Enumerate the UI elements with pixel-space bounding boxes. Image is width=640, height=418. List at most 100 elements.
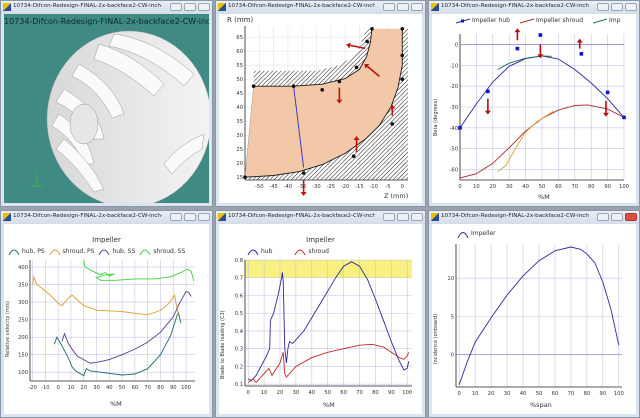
y-tick-label: 20	[236, 161, 243, 167]
y-tick-label: 300	[18, 300, 28, 306]
title-bar[interactable]: 10734-Difcon-Redesign-FINAL-2x-backface2…	[429, 1, 639, 14]
x-tick-label: 70	[568, 391, 575, 397]
y-tick-label: -40	[450, 126, 458, 132]
maximize-icon[interactable]	[611, 3, 623, 11]
legend: Impeller	[457, 230, 496, 238]
legend-label: hub, PS	[22, 247, 45, 255]
direction-arrow-icon	[389, 104, 396, 116]
chart-area[interactable]: -50 -45 -40 -35 -30 -25 -20 -15 -10 -5 0 15 20 25 30 35…	[219, 14, 422, 203]
window-title: 10734-Difcon-Redesign-FINAL-2x-backface2…	[13, 213, 162, 219]
legend-item[interactable]: hub	[247, 248, 272, 255]
chart-area[interactable]: -20 -10 0 10 20 30 40 50 60 70 80 90 100 100 150 200 250…	[4, 224, 209, 414]
window-beta-distribution[interactable]: 10734-Difcon-Redesign-FINAL-2x-backface2…	[428, 0, 640, 207]
maximize-icon[interactable]	[397, 213, 409, 221]
control-point	[486, 89, 490, 94]
close-icon[interactable]	[625, 3, 637, 11]
arrow-head	[537, 54, 544, 59]
control-point	[291, 84, 296, 88]
y-tick-label: 0	[451, 352, 454, 358]
x-tick-label: 60	[132, 385, 139, 391]
window-3d-view[interactable]: 10734-Difcon-Redesign-FINAL-2x-backface2…	[0, 0, 213, 207]
y-axis-label: Beta (degrees)	[433, 98, 439, 136]
chart-area[interactable]: 0 10 20 30 40 50 60 70 80 90 100 0 -10 -20 -30 -40 -50 -6…	[432, 14, 636, 203]
maximize-icon[interactable]	[184, 213, 196, 221]
legend-item[interactable]: Impeller shroud	[519, 18, 583, 24]
control-point	[579, 52, 584, 56]
title-bar[interactable]: 10734-Difcon-Redesign-FINAL-2x-backface2…	[429, 211, 639, 224]
x-axis-label: Z (mm)	[384, 192, 409, 200]
chart-area[interactable]: 0 10 20 30 40 50 60 70 80 90 100 0 5 10 Impeller Inci…	[432, 224, 636, 414]
minimize-icon[interactable]	[170, 3, 182, 11]
x-tick-label: 10	[472, 391, 479, 397]
window-incidence[interactable]: 10734-Difcon-Redesign-FINAL-2x-backface2…	[428, 210, 640, 418]
title-bar[interactable]: 10734-Difcon-Redesign-FINAL-2x-backface2…	[1, 1, 212, 14]
x-tick-label: 10	[473, 184, 480, 190]
x-tick-label: 100	[619, 184, 629, 190]
y-tick-label: 35	[236, 119, 243, 125]
x-tick-label: 20	[489, 184, 496, 190]
x-tick-label: -5	[385, 184, 390, 190]
legend-item[interactable]: Impeller hub	[456, 18, 510, 24]
maximize-icon[interactable]	[184, 3, 196, 11]
series-line	[244, 28, 403, 178]
close-icon[interactable]	[198, 213, 210, 221]
x-tick-label: 70	[356, 390, 363, 396]
legend-item[interactable]: hub, SS	[98, 248, 135, 255]
legend-item[interactable]: Impeller	[457, 230, 496, 238]
x-tick-label: 90	[170, 385, 177, 391]
close-icon[interactable]	[411, 213, 423, 221]
x-tick-label: 0	[458, 184, 461, 190]
minimize-icon[interactable]	[597, 3, 609, 11]
x-tick-label: 90	[604, 184, 611, 190]
close-icon[interactable]	[625, 213, 637, 221]
legend-item[interactable]: hub, PS	[8, 248, 45, 255]
control-point	[320, 88, 325, 92]
arrow-head	[576, 38, 583, 43]
y-tick-label: 0.5	[235, 311, 243, 317]
title-bar[interactable]: 10734-Difcon-Redesign-FINAL-2x-backface2…	[216, 1, 425, 14]
window-relative-velocity[interactable]: 10734-Difcon-Redesign-FINAL-2x-backface2…	[0, 210, 213, 418]
x-tick-label: 50	[324, 390, 331, 396]
x-tick-label: 30	[504, 391, 511, 397]
series-line	[247, 261, 410, 382]
chart-area[interactable]: 0 10 20 30 40 50 60 70 80 90 100 0.1 0.2 0.3 0.4 0.5 0.6…	[219, 224, 422, 414]
x-tick-label: 0	[56, 385, 59, 391]
y-tick-label: 0.4	[235, 329, 244, 335]
minimize-icon[interactable]	[170, 213, 182, 221]
legend-item[interactable]: shroud	[294, 248, 329, 255]
close-icon[interactable]	[198, 3, 210, 11]
3d-viewport[interactable]: 10734-Difcon-Redesign-FINAL-2x-backface2…	[4, 14, 209, 203]
direction-arrow-icon	[484, 98, 491, 115]
window-blade-loading[interactable]: 10734-Difcon-Redesign-FINAL-2x-backface2…	[215, 210, 426, 418]
control-point	[354, 65, 359, 70]
chart-title: Impeller	[306, 236, 335, 244]
control-point	[515, 46, 520, 51]
arrow-head	[484, 110, 491, 115]
chart-svg: 0 10 20 30 40 50 60 70 80 90 100 0 5 10	[447, 244, 624, 397]
legend-item[interactable]: shroud, SS	[139, 248, 185, 255]
maximize-icon[interactable]	[611, 213, 623, 221]
legend-item[interactable]: shroud, PS	[49, 248, 94, 255]
control-point	[243, 175, 247, 179]
legend-label: shroud, SS	[153, 247, 186, 255]
chart-svg: 0 10 20 30 40 50 60 70 80 90 100 0.1 0.2 0.3 0.4 0.5 0.6…	[235, 258, 412, 396]
series-line	[293, 86, 305, 168]
series-line	[53, 311, 182, 377]
direction-arrow-icon	[300, 180, 307, 196]
control-point	[458, 126, 462, 130]
title-bar[interactable]: 10734-Difcon-Redesign-FINAL-2x-backface2…	[1, 211, 212, 224]
direction-arrow-icon	[364, 63, 380, 78]
x-tick-label: 40	[522, 184, 529, 190]
maximize-icon[interactable]	[397, 3, 409, 11]
close-icon[interactable]	[411, 3, 423, 11]
minimize-icon[interactable]	[383, 3, 395, 11]
legend-item[interactable]: Imp	[593, 18, 620, 24]
x-tick-label: -50	[255, 184, 263, 190]
minimize-icon[interactable]	[383, 213, 395, 221]
minimize-icon[interactable]	[597, 213, 609, 221]
title-bar[interactable]: 10734-Difcon-Redesign-FINAL-2x-backface2…	[216, 211, 425, 224]
x-tick-label: 50	[119, 385, 126, 391]
y-tick-label: 15	[236, 175, 243, 181]
x-tick-label: 0	[458, 391, 461, 397]
window-meridional-view[interactable]: 10734-Difcon-Redesign-FINAL-2x-backface2…	[215, 0, 426, 207]
